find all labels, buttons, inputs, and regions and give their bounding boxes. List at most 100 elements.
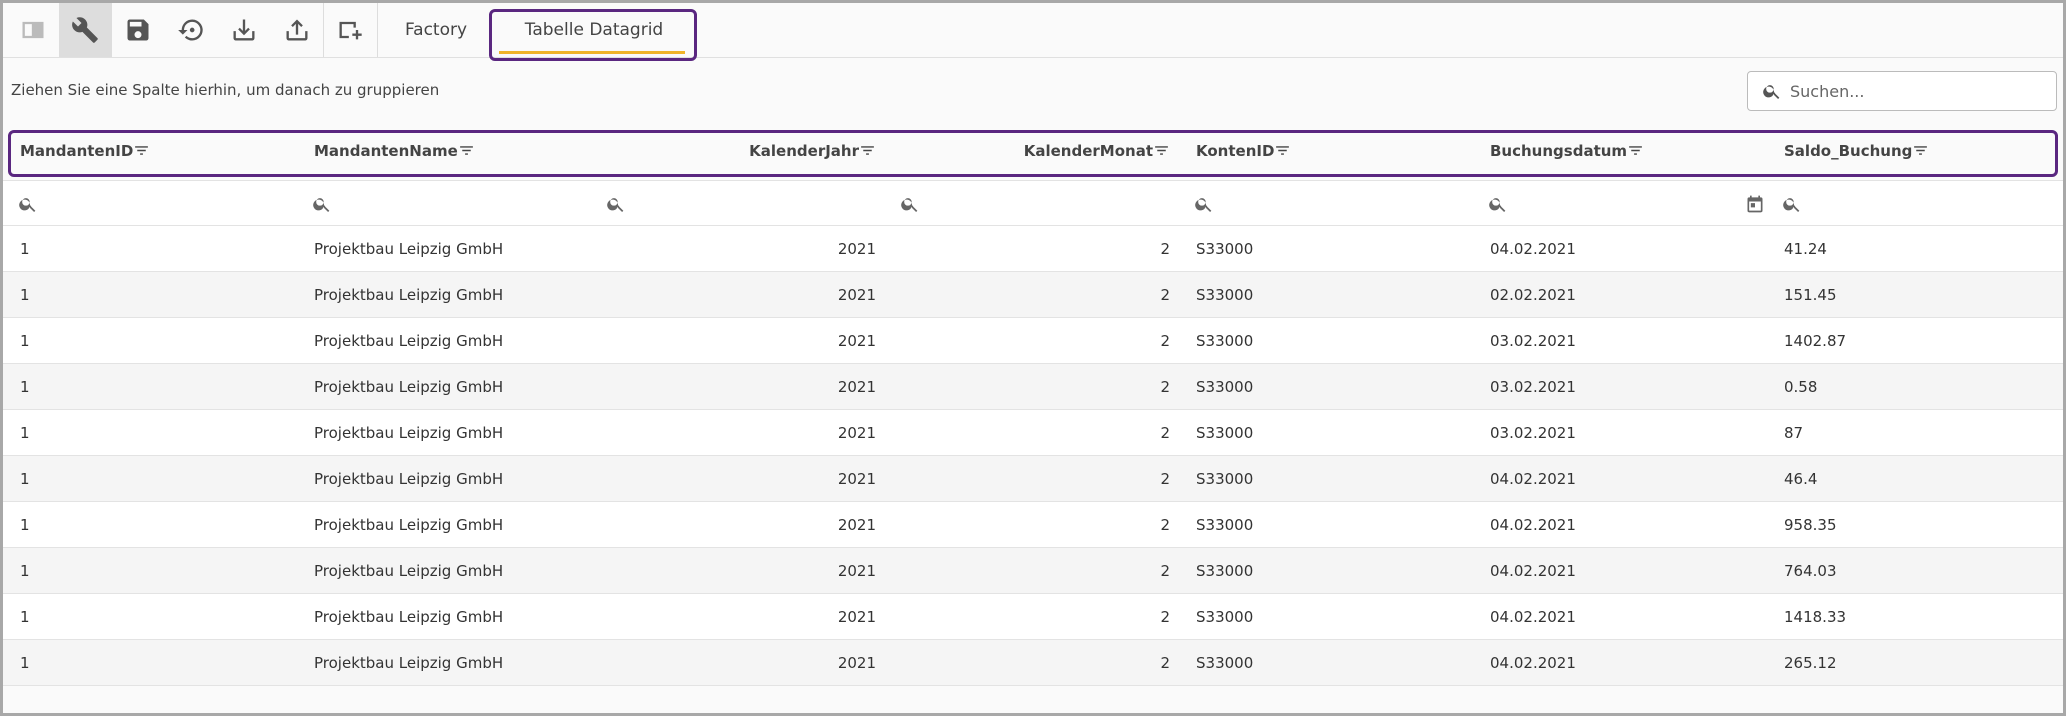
- cell: 03.02.2021: [1490, 332, 1576, 350]
- cell: Projektbau Leipzig GmbH: [314, 470, 504, 488]
- filter-icon: [1914, 146, 1928, 155]
- data-row: 1 Projektbau Leipzig GmbH 2021 2 S33000 04.02…: [3, 548, 2063, 594]
- cell: Projektbau Leipzig GmbH: [314, 332, 504, 350]
- cell: Projektbau Leipzig GmbH: [314, 378, 504, 396]
- column-header[interactable]: KalenderJahr: [598, 128, 876, 174]
- highlight-box: [489, 9, 697, 61]
- cell: 2021: [837, 562, 876, 580]
- filter-icon: [135, 146, 149, 155]
- column-title: KalenderJahr: [749, 142, 859, 160]
- tab-active[interactable]: Tabelle Datagrid: [524, 20, 664, 40]
- upload-button[interactable]: [271, 3, 323, 57]
- cell: 04.02.2021: [1490, 654, 1576, 672]
- cell: 87: [1784, 424, 1804, 442]
- cell: 0.58: [1784, 378, 1818, 396]
- cell: 04.02.2021: [1490, 562, 1576, 580]
- cell: 2: [1160, 378, 1170, 396]
- filter-row: [3, 180, 2063, 226]
- cell: S33000: [1196, 516, 1254, 534]
- filter-icon: [1629, 146, 1642, 155]
- cell: 2021: [837, 286, 876, 304]
- cell: 1402.87: [1784, 332, 1847, 350]
- filter-search-icon: [1489, 198, 1506, 212]
- cell: Projektbau Leipzig GmbH: [314, 286, 504, 304]
- settings-button[interactable]: [59, 3, 111, 57]
- column-header[interactable]: MandantenName: [314, 128, 475, 174]
- cell: 1: [20, 240, 30, 258]
- data-row: 1 Projektbau Leipzig GmbH 2021 2 S33000 03.02…: [3, 410, 2063, 456]
- cell: S33000: [1196, 654, 1254, 672]
- cell: 2021: [837, 424, 876, 442]
- cell: 151.45: [1784, 286, 1837, 304]
- data-row: 1 Projektbau Leipzig GmbH 2021 2 S33000 04.02…: [3, 594, 2063, 640]
- cell: 764.03: [1784, 562, 1837, 580]
- search-placeholder: Suchen...: [1790, 81, 1865, 101]
- cell: 2021: [837, 378, 876, 396]
- cell: 03.02.2021: [1490, 424, 1576, 442]
- cell: 2021: [837, 332, 876, 350]
- cell: 2: [1160, 654, 1170, 672]
- cell: 958.35: [1784, 516, 1837, 534]
- highlight-box: [8, 130, 2058, 177]
- cell: S33000: [1196, 424, 1254, 442]
- restore-button[interactable]: [165, 3, 217, 57]
- cell: 1: [20, 286, 30, 304]
- column-header[interactable]: KalenderMonat: [892, 128, 1170, 174]
- cell: 04.02.2021: [1490, 608, 1576, 626]
- cell: Projektbau Leipzig GmbH: [314, 424, 504, 442]
- data-row: 1 Projektbau Leipzig GmbH 2021 2 S33000 04.02…: [3, 226, 2063, 272]
- search-box[interactable]: Suchen...: [1747, 71, 2057, 111]
- cell: Projektbau Leipzig GmbH: [314, 240, 504, 258]
- cell: S33000: [1196, 332, 1254, 350]
- cell: S33000: [1196, 562, 1254, 580]
- cell: 265.12: [1784, 654, 1837, 672]
- filter-icon: [1155, 146, 1168, 155]
- cell: 04.02.2021: [1490, 470, 1576, 488]
- cell: 1: [20, 332, 30, 350]
- tab[interactable]: Factory: [404, 20, 468, 40]
- sidebar-button[interactable]: [7, 3, 59, 57]
- cell: 2: [1160, 608, 1170, 626]
- cell: 2: [1160, 516, 1170, 534]
- group-hint: Ziehen Sie eine Spalte hierhin, um danac…: [11, 81, 440, 99]
- cell: 2021: [837, 516, 876, 534]
- data-row: 1 Projektbau Leipzig GmbH 2021 2 S33000 03.02…: [3, 318, 2063, 364]
- filter-icon: [861, 146, 874, 155]
- filter-search-icon: [607, 198, 624, 212]
- cell: 41.24: [1784, 240, 1827, 258]
- cell: S33000: [1196, 608, 1254, 626]
- column-title: KalenderMonat: [1023, 142, 1153, 160]
- cell: 2: [1160, 562, 1170, 580]
- data-row: 1 Projektbau Leipzig GmbH 2021 2 S33000 04.02…: [3, 456, 2063, 502]
- filter-icon: [1276, 146, 1290, 155]
- column-header[interactable]: Buchungsdatum: [1490, 128, 1644, 174]
- new-window-button[interactable]: [324, 3, 376, 57]
- tab-indicator: [499, 51, 685, 54]
- cell: S33000: [1196, 286, 1254, 304]
- column-header[interactable]: Saldo_Buchung: [1784, 128, 1929, 174]
- column-header[interactable]: MandantenID: [20, 128, 150, 174]
- data-row: 1 Projektbau Leipzig GmbH 2021 2 S33000 02.02…: [3, 272, 2063, 318]
- filter-search-icon: [1783, 198, 1800, 212]
- filter-search-icon: [901, 198, 918, 212]
- column-title: Saldo_Buchung: [1784, 142, 1913, 160]
- data-row: 1 Projektbau Leipzig GmbH 2021 2 S33000 04.02…: [3, 640, 2063, 686]
- save-button[interactable]: [112, 3, 164, 57]
- cell: 04.02.2021: [1490, 516, 1576, 534]
- data-row: 1 Projektbau Leipzig GmbH 2021 2 S33000 03.02…: [3, 364, 2063, 410]
- header-row: MandantenID MandantenName KalenderJahr Kale…: [3, 128, 2063, 174]
- cell: 1: [20, 516, 30, 534]
- column-title: Buchungsdatum: [1490, 142, 1628, 160]
- cell: 02.02.2021: [1490, 286, 1576, 304]
- cell: 1: [20, 608, 30, 626]
- cell: 1: [20, 562, 30, 580]
- cell: Projektbau Leipzig GmbH: [314, 562, 504, 580]
- download-button[interactable]: [218, 3, 270, 57]
- column-header[interactable]: KontenID: [1196, 128, 1291, 174]
- filter-search-icon: [19, 198, 36, 212]
- filter-search-icon: [1195, 198, 1212, 212]
- cell: 46.4: [1784, 470, 1818, 488]
- filter-search-icon: [313, 198, 330, 212]
